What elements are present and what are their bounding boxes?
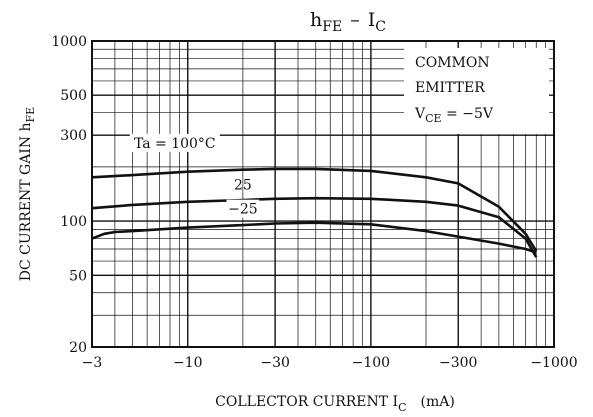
y-axis-label: DC CURRENT GAIN hFE: [18, 107, 37, 281]
series-label-1: 25: [234, 177, 252, 193]
annotation-vce: VCE = −5V: [414, 106, 494, 125]
series-line-0: [91, 167, 538, 252]
x-tick-label: −3: [82, 355, 103, 371]
annotation-common: COMMON: [415, 55, 490, 71]
x-tick-label: −100: [352, 355, 390, 371]
y-tick-label: 100: [60, 214, 87, 230]
annotation-emitter: EMITTER: [415, 80, 485, 96]
series-label-0: Ta = 100°C: [134, 136, 216, 152]
series-label-2: −25: [228, 202, 258, 218]
axis-ticks: −3 −10 −30 −100 −300 −1000 20 50 100 300 500 1000: [51, 34, 577, 371]
annotation-background: [404, 48, 549, 134]
series-line-1: [91, 196, 538, 258]
y-tick-label: 500: [60, 88, 87, 104]
x-tick-label: −300: [439, 355, 477, 371]
y-tick-label: 1000: [51, 34, 87, 50]
x-axis-label: COLLECTOR CURRENT IC (mA): [215, 394, 455, 414]
y-tick-label: 50: [69, 268, 87, 284]
plot-frame: [91, 40, 555, 348]
series-label-background: [226, 199, 260, 218]
chart-title: hFE – IC: [310, 9, 386, 35]
x-tick-label: −1000: [530, 355, 577, 371]
series-labels: Ta = 100°C 25 −25: [129, 133, 260, 218]
series-lines: [91, 167, 538, 258]
y-tick-label: 300: [60, 128, 87, 144]
x-tick-label: −10: [173, 355, 203, 371]
y-tick-label: 20: [69, 340, 87, 356]
series-line-2: [91, 221, 537, 254]
x-tick-label: −30: [260, 355, 290, 371]
series-label-background: [129, 133, 220, 152]
